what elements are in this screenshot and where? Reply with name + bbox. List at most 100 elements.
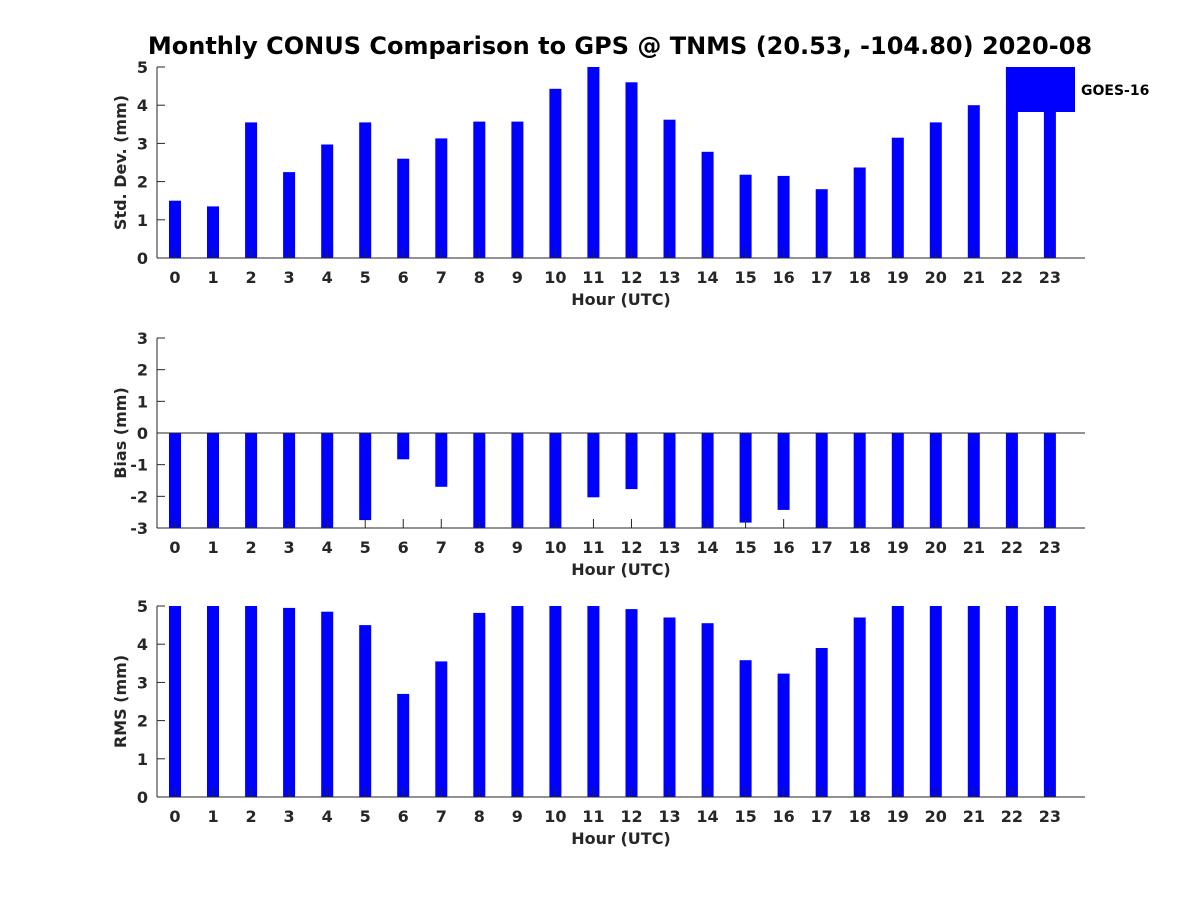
bar-hour-19 (891, 137, 904, 258)
x-tick-label: 21 (963, 268, 985, 287)
bar-hour-4 (321, 144, 334, 258)
y-tick-label: 0 (137, 424, 148, 443)
x-axis-label: Hour (UTC) (571, 290, 671, 309)
bar-hour-2 (245, 122, 258, 259)
bar-hour-5 (359, 625, 372, 797)
x-tick-label: 16 (773, 807, 795, 826)
legend-swatch (1007, 67, 1075, 112)
x-tick-label: 17 (811, 268, 833, 287)
bar-hour-23 (1043, 105, 1056, 258)
x-tick-label: 5 (360, 538, 371, 557)
x-axis-label: Hour (UTC) (571, 560, 671, 579)
x-tick-label: 23 (1039, 268, 1061, 287)
x-tick-label: 12 (620, 538, 642, 557)
bar-hour-13 (663, 433, 676, 528)
bar-hour-11 (587, 433, 600, 498)
bar-hour-8 (473, 612, 486, 797)
bar-hour-17 (815, 648, 828, 797)
bar-hour-13 (663, 617, 676, 797)
y-tick-label: 4 (137, 96, 148, 115)
bar-hour-16 (777, 175, 790, 258)
x-tick-label: 19 (887, 807, 909, 826)
bar-hour-0 (169, 606, 181, 797)
x-tick-label: 10 (544, 538, 566, 557)
x-tick-label: 0 (169, 538, 180, 557)
x-tick-label: 9 (512, 538, 523, 557)
x-tick-label: 5 (360, 268, 371, 287)
x-tick-label: 8 (474, 268, 485, 287)
bar-hour-7 (435, 138, 448, 258)
x-tick-label: 4 (322, 268, 333, 287)
bar-hour-9 (511, 433, 524, 528)
y-tick-label: 3 (137, 673, 148, 692)
y-tick-label: 1 (137, 750, 148, 769)
x-tick-label: 23 (1039, 807, 1061, 826)
x-tick-label: 13 (658, 807, 680, 826)
bar-hour-12 (625, 82, 638, 258)
bar-hour-12 (625, 433, 638, 490)
bar-hour-6 (397, 433, 410, 460)
legend-label: GOES-16 (1081, 83, 1149, 99)
bar-hour-12 (625, 609, 638, 797)
x-tick-label: 11 (582, 538, 604, 557)
x-tick-label: 14 (696, 268, 718, 287)
x-tick-label: 6 (398, 538, 409, 557)
x-tick-label: 10 (544, 807, 566, 826)
chart-title: Monthly CONUS Comparison to GPS @ TNMS (… (148, 32, 1092, 60)
bar-hour-14 (701, 151, 714, 258)
x-tick-label: 21 (963, 538, 985, 557)
x-tick-label: 18 (849, 538, 871, 557)
bar-hour-1 (207, 206, 219, 258)
bar-hour-9 (511, 606, 524, 797)
x-tick-label: 11 (582, 268, 604, 287)
bar-hour-10 (549, 88, 562, 258)
x-tick-label: 15 (734, 268, 756, 287)
x-tick-label: 18 (849, 268, 871, 287)
x-tick-label: 2 (246, 538, 257, 557)
y-axis-label: RMS (mm) (111, 655, 130, 748)
bar-hour-5 (359, 433, 372, 521)
x-tick-label: 0 (169, 807, 180, 826)
bar-hour-20 (929, 122, 942, 259)
bar-hour-22 (1005, 433, 1018, 528)
x-tick-label: 14 (696, 538, 718, 557)
y-tick-label: 2 (137, 173, 148, 192)
x-tick-label: 22 (1001, 538, 1023, 557)
bar-hour-15 (739, 660, 752, 797)
x-tick-label: 1 (207, 538, 218, 557)
bar-hour-16 (777, 433, 790, 510)
bar-hour-14 (701, 623, 714, 797)
x-tick-label: 6 (398, 807, 409, 826)
bar-hour-21 (967, 433, 980, 528)
x-tick-label: 16 (773, 538, 795, 557)
bar-hour-2 (245, 433, 258, 528)
bar-hour-22 (1005, 67, 1018, 258)
bar-hour-4 (321, 611, 334, 797)
legend: GOES-16 (1007, 67, 1149, 112)
y-tick-label: 0 (137, 788, 148, 807)
x-tick-label: 9 (512, 807, 523, 826)
x-tick-label: 21 (963, 807, 985, 826)
x-tick-label: 9 (512, 268, 523, 287)
x-tick-label: 1 (207, 268, 218, 287)
x-tick-label: 13 (658, 268, 680, 287)
x-tick-label: 17 (811, 807, 833, 826)
bar-hour-11 (587, 606, 600, 797)
x-tick-label: 15 (734, 538, 756, 557)
bar-hour-17 (815, 433, 828, 528)
y-axis-label: Bias (mm) (111, 387, 130, 479)
bar-hour-8 (473, 121, 486, 258)
y-tick-label: 2 (137, 361, 148, 380)
bar-hour-15 (739, 433, 752, 523)
x-tick-label: 4 (322, 538, 333, 557)
bar-hour-0 (169, 433, 181, 528)
x-tick-label: 22 (1001, 268, 1023, 287)
bar-hour-8 (473, 433, 486, 528)
y-tick-label: -1 (130, 456, 148, 475)
bar-hour-6 (397, 158, 410, 258)
x-tick-label: 7 (436, 268, 447, 287)
